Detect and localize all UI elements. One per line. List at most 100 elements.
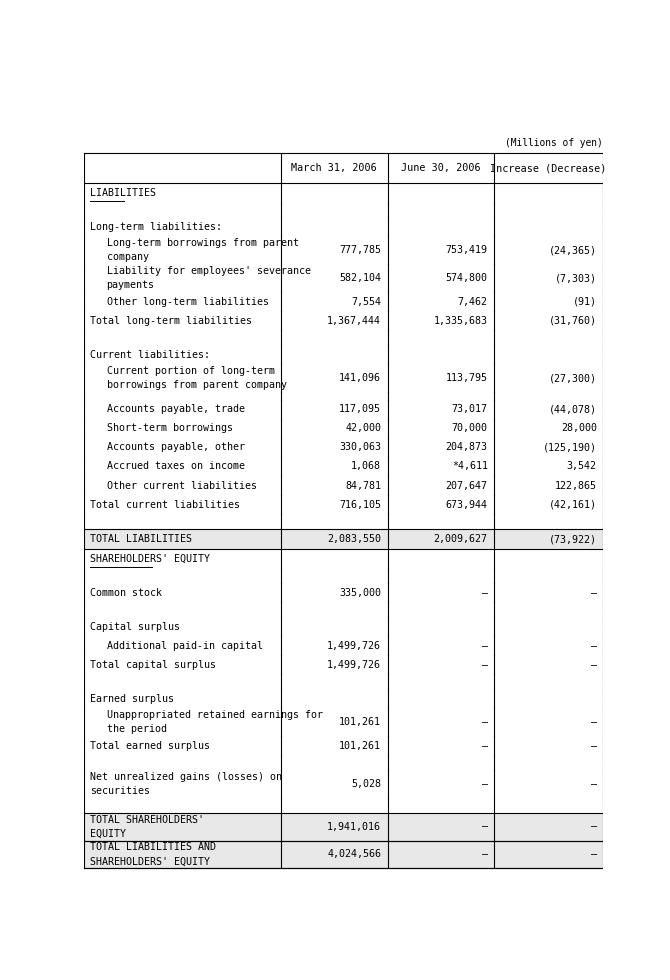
Bar bbox=[84, 617, 603, 636]
Text: –: – bbox=[591, 641, 597, 651]
Text: (44,078): (44,078) bbox=[549, 404, 597, 415]
Bar bbox=[84, 365, 603, 392]
Text: borrowings from parent company: borrowings from parent company bbox=[107, 380, 287, 390]
Bar bbox=[84, 438, 603, 457]
Text: –: – bbox=[591, 717, 597, 727]
Text: 101,261: 101,261 bbox=[339, 717, 381, 727]
Text: Other long-term liabilities: Other long-term liabilities bbox=[107, 297, 269, 307]
Text: Capital surplus: Capital surplus bbox=[90, 621, 180, 632]
Text: –: – bbox=[591, 741, 597, 751]
Text: (125,190): (125,190) bbox=[543, 442, 597, 453]
Text: (31,760): (31,760) bbox=[549, 316, 597, 326]
Text: 1,367,444: 1,367,444 bbox=[327, 316, 381, 326]
Text: LIABILITIES: LIABILITIES bbox=[90, 188, 156, 198]
Text: March 31, 2006: March 31, 2006 bbox=[291, 163, 377, 173]
Bar bbox=[84, 345, 603, 365]
Text: 1,335,683: 1,335,683 bbox=[433, 316, 488, 326]
Bar bbox=[84, 418, 603, 438]
Text: Total long-term liabilities: Total long-term liabilities bbox=[90, 316, 252, 326]
Bar bbox=[84, 841, 603, 868]
Bar bbox=[84, 529, 603, 550]
Text: Current liabilities:: Current liabilities: bbox=[90, 350, 210, 360]
Bar bbox=[84, 218, 603, 236]
Text: Accrued taxes on income: Accrued taxes on income bbox=[107, 462, 245, 471]
Text: –: – bbox=[482, 850, 488, 859]
Text: (24,365): (24,365) bbox=[549, 245, 597, 256]
Text: 335,000: 335,000 bbox=[339, 588, 381, 598]
Text: 4,024,566: 4,024,566 bbox=[327, 850, 381, 859]
Text: 1,499,726: 1,499,726 bbox=[327, 641, 381, 651]
Text: –: – bbox=[482, 741, 488, 751]
Text: –: – bbox=[482, 779, 488, 789]
Bar bbox=[84, 400, 603, 418]
Text: (42,161): (42,161) bbox=[549, 500, 597, 510]
Text: (27,300): (27,300) bbox=[549, 373, 597, 383]
Text: Long-term liabilities:: Long-term liabilities: bbox=[90, 221, 222, 232]
Text: 73,017: 73,017 bbox=[452, 404, 488, 415]
Text: 117,095: 117,095 bbox=[339, 404, 381, 415]
Text: 7,554: 7,554 bbox=[351, 297, 381, 307]
Text: –: – bbox=[482, 588, 488, 598]
Text: securities: securities bbox=[90, 786, 150, 796]
Bar bbox=[84, 392, 603, 400]
Text: Accounts payable, trade: Accounts payable, trade bbox=[107, 404, 245, 415]
Text: 673,944: 673,944 bbox=[446, 500, 488, 510]
Bar bbox=[84, 603, 603, 617]
Bar bbox=[84, 756, 603, 770]
Text: (73,922): (73,922) bbox=[549, 534, 597, 544]
Text: 574,800: 574,800 bbox=[446, 273, 488, 283]
Bar bbox=[84, 583, 603, 603]
Bar bbox=[84, 812, 603, 841]
Text: Total earned surplus: Total earned surplus bbox=[90, 741, 210, 751]
Text: TOTAL LIABILITIES: TOTAL LIABILITIES bbox=[90, 534, 192, 544]
Text: June 30, 2006: June 30, 2006 bbox=[401, 163, 480, 173]
Text: (Millions of yen): (Millions of yen) bbox=[505, 138, 603, 148]
Text: Current portion of long-term: Current portion of long-term bbox=[107, 367, 275, 376]
Text: –: – bbox=[591, 588, 597, 598]
Bar bbox=[84, 236, 603, 265]
Bar bbox=[84, 153, 603, 183]
Text: 113,795: 113,795 bbox=[446, 373, 488, 383]
Text: the period: the period bbox=[107, 724, 167, 734]
Text: 204,873: 204,873 bbox=[446, 442, 488, 453]
Bar bbox=[84, 265, 603, 292]
Text: SHAREHOLDERS' EQUITY: SHAREHOLDERS' EQUITY bbox=[90, 554, 210, 564]
Text: Net unrealized gains (losses) on: Net unrealized gains (losses) on bbox=[90, 772, 282, 782]
Text: 101,261: 101,261 bbox=[339, 741, 381, 751]
Bar bbox=[84, 770, 603, 798]
Text: Earned surplus: Earned surplus bbox=[90, 694, 174, 704]
Text: Other current liabilities: Other current liabilities bbox=[107, 480, 257, 491]
Text: –: – bbox=[591, 779, 597, 789]
Text: –: – bbox=[591, 850, 597, 859]
Text: 716,105: 716,105 bbox=[339, 500, 381, 510]
Text: (7,303): (7,303) bbox=[555, 273, 597, 283]
Bar bbox=[84, 656, 603, 674]
Bar bbox=[84, 183, 603, 203]
Bar bbox=[84, 457, 603, 476]
Bar bbox=[84, 798, 603, 812]
Text: Total current liabilities: Total current liabilities bbox=[90, 500, 240, 510]
Text: 1,941,016: 1,941,016 bbox=[327, 821, 381, 832]
Text: company: company bbox=[107, 253, 149, 263]
Bar bbox=[84, 312, 603, 330]
Text: 1,499,726: 1,499,726 bbox=[327, 660, 381, 670]
Bar bbox=[84, 495, 603, 514]
Text: 84,781: 84,781 bbox=[345, 480, 381, 491]
Text: Liability for employees' severance: Liability for employees' severance bbox=[107, 267, 311, 276]
Text: 1,068: 1,068 bbox=[351, 462, 381, 471]
Text: (91): (91) bbox=[573, 297, 597, 307]
Text: 5,028: 5,028 bbox=[351, 779, 381, 789]
Text: 207,647: 207,647 bbox=[446, 480, 488, 491]
Bar bbox=[84, 568, 603, 583]
Text: –: – bbox=[482, 660, 488, 670]
Bar bbox=[84, 476, 603, 495]
Bar bbox=[84, 292, 603, 312]
Text: –: – bbox=[482, 717, 488, 727]
Text: Additional paid-in capital: Additional paid-in capital bbox=[107, 641, 263, 651]
Text: 141,096: 141,096 bbox=[339, 373, 381, 383]
Text: payments: payments bbox=[107, 280, 155, 290]
Text: EQUITY: EQUITY bbox=[90, 828, 126, 839]
Text: Unappropriated retained earnings for: Unappropriated retained earnings for bbox=[107, 710, 322, 720]
Text: 3,542: 3,542 bbox=[567, 462, 597, 471]
Text: *4,611: *4,611 bbox=[452, 462, 488, 471]
